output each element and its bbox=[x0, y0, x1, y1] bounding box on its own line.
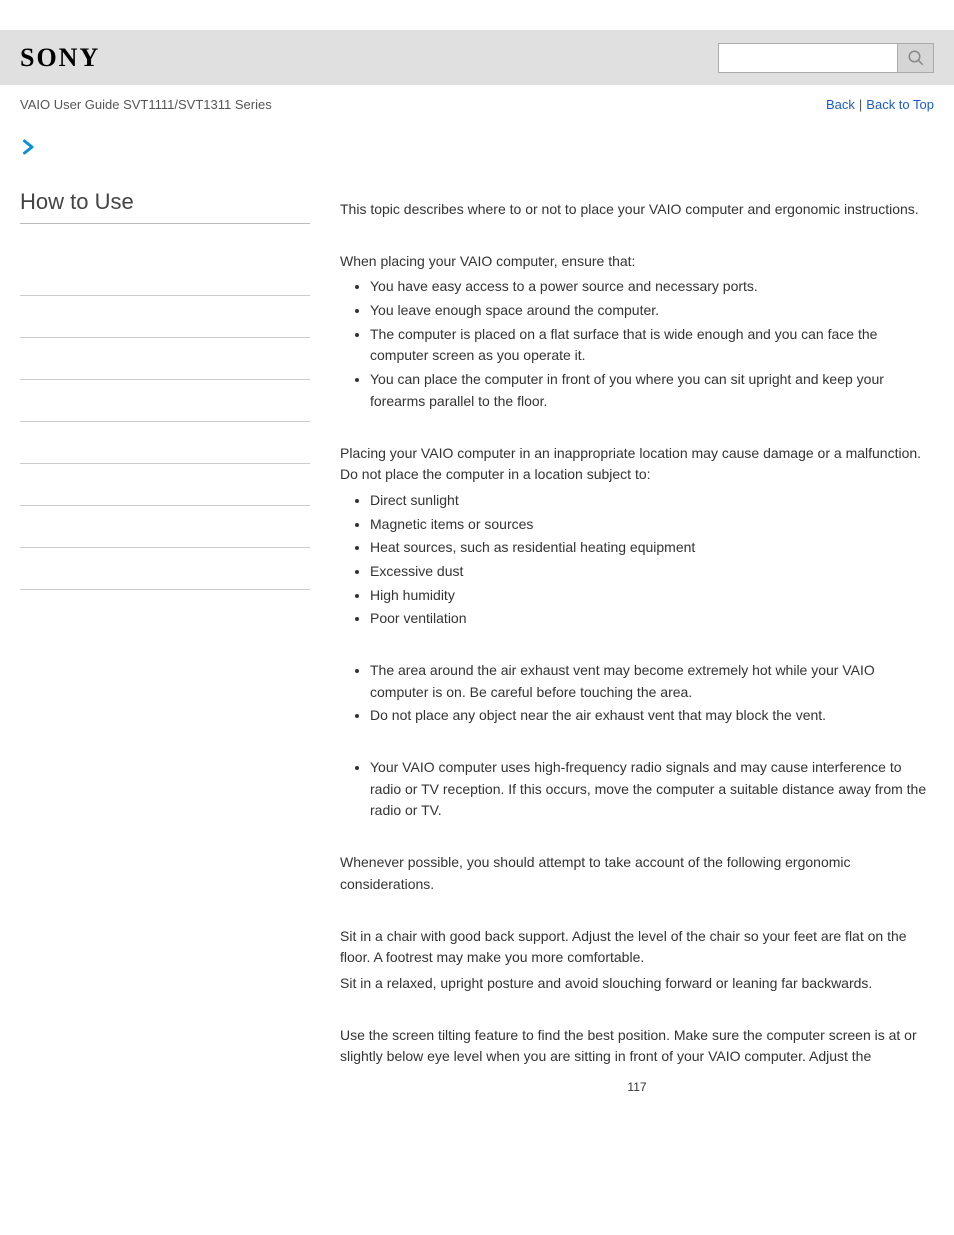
vent-list: The area around the air exhaust vent may… bbox=[340, 660, 934, 727]
radio-list: Your VAIO computer uses high-frequency r… bbox=[340, 757, 934, 822]
sidebar-item[interactable] bbox=[20, 548, 310, 590]
chevron-right-icon[interactable] bbox=[20, 138, 38, 156]
separator: | bbox=[859, 97, 862, 112]
list-item: You have easy access to a power source a… bbox=[370, 276, 934, 298]
list-item: You can place the computer in front of y… bbox=[370, 369, 934, 412]
header-bar: SONY bbox=[0, 30, 954, 85]
search-button[interactable] bbox=[898, 43, 934, 73]
list-item: You leave enough space around the comput… bbox=[370, 300, 934, 322]
list-item: Do not place any object near the air exh… bbox=[370, 705, 934, 727]
sidebar-item[interactable] bbox=[20, 422, 310, 464]
sony-logo: SONY bbox=[20, 43, 100, 73]
list-item: Direct sunlight bbox=[370, 490, 934, 512]
search-input[interactable] bbox=[718, 43, 898, 73]
list-item: Heat sources, such as residential heatin… bbox=[370, 537, 934, 559]
page-number: 117 bbox=[340, 1078, 934, 1097]
sidebar-title: How to Use bbox=[20, 189, 310, 224]
avoid-list: Direct sunlightMagnetic items or sources… bbox=[340, 490, 934, 630]
sidebar-item[interactable] bbox=[20, 254, 310, 296]
list-item: Magnetic items or sources bbox=[370, 514, 934, 536]
guide-title: VAIO User Guide SVT1111/SVT1311 Series bbox=[20, 97, 272, 112]
sidebar-item[interactable] bbox=[20, 380, 310, 422]
list-item: Your VAIO computer uses high-frequency r… bbox=[370, 757, 934, 822]
place-intro: When placing your VAIO computer, ensure … bbox=[340, 251, 934, 273]
nav-links: Back | Back to Top bbox=[826, 97, 934, 112]
sidebar-item[interactable] bbox=[20, 338, 310, 380]
avoid-intro: Placing your VAIO computer in an inappro… bbox=[340, 443, 934, 486]
back-link[interactable]: Back bbox=[826, 97, 855, 112]
sidebar-item[interactable] bbox=[20, 464, 310, 506]
list-item: High humidity bbox=[370, 585, 934, 607]
body-wrap: How to Use This topic describes where to… bbox=[0, 159, 954, 1097]
sidebar: How to Use bbox=[20, 189, 330, 1097]
list-item: Excessive dust bbox=[370, 561, 934, 583]
sidebar-item[interactable] bbox=[20, 296, 310, 338]
sidebar-item[interactable] bbox=[20, 506, 310, 548]
list-item: The computer is placed on a flat surface… bbox=[370, 324, 934, 367]
intro-text: This topic describes where to or not to … bbox=[340, 199, 934, 221]
subheader: VAIO User Guide SVT1111/SVT1311 Series B… bbox=[0, 85, 954, 120]
place-list: You have easy access to a power source a… bbox=[340, 276, 934, 412]
search-box bbox=[718, 43, 934, 73]
chair-text-1: Sit in a chair with good back support. A… bbox=[340, 926, 934, 969]
arrow-row bbox=[0, 120, 954, 159]
chair-text-2: Sit in a relaxed, upright posture and av… bbox=[340, 973, 934, 995]
list-item: Poor ventilation bbox=[370, 608, 934, 630]
back-to-top-link[interactable]: Back to Top bbox=[866, 97, 934, 112]
ergo-intro: Whenever possible, you should attempt to… bbox=[340, 852, 934, 895]
list-item: The area around the air exhaust vent may… bbox=[370, 660, 934, 703]
screen-text: Use the screen tilting feature to find t… bbox=[340, 1025, 934, 1068]
search-icon bbox=[907, 49, 925, 67]
main-content: This topic describes where to or not to … bbox=[330, 189, 934, 1097]
